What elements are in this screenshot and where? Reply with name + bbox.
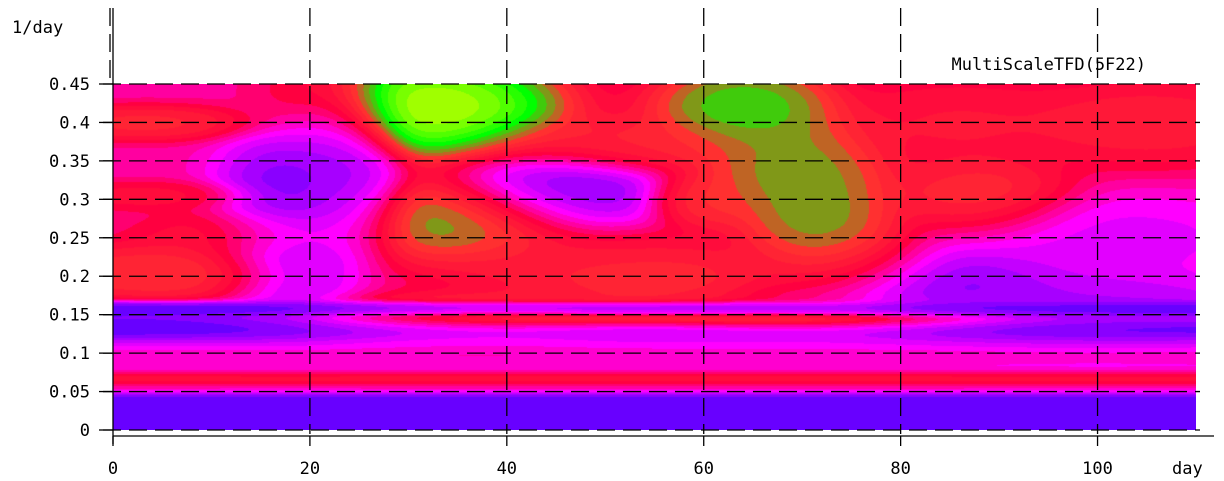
x-tick-label: 20 — [300, 459, 320, 479]
chart-title: MultiScaleTFD(5F22) — [952, 55, 1146, 75]
y-axis-label: 1/day — [12, 18, 63, 38]
x-tick-label: 80 — [890, 459, 910, 479]
heatmap-field — [113, 84, 1196, 430]
x-tick-label: 40 — [497, 459, 517, 479]
x-tick-label: 100 — [1082, 459, 1113, 479]
y-tick-label: 0.45 — [49, 75, 90, 95]
grid-lines — [103, 8, 1200, 434]
x-tick-label: 60 — [693, 459, 713, 479]
axes — [109, 8, 1214, 444]
y-tick-label: 0.05 — [49, 383, 90, 403]
x-axis-label: day — [1172, 459, 1203, 479]
y-tick-label: 0.3 — [59, 190, 90, 210]
y-tick-label: 0.15 — [49, 306, 90, 326]
y-tick-label: 0.4 — [59, 113, 90, 133]
y-tick-label: 0.25 — [49, 229, 90, 249]
x-tick-label: 0 — [108, 459, 118, 479]
y-tick-label: 0.35 — [49, 152, 90, 172]
tick-labels: 0 0.05 0.1 0.15 0.2 0.25 0.3 0.35 0.4 0.45 0 20 40 60… — [49, 75, 1113, 479]
y-tick-label: 0 — [80, 421, 90, 441]
y-tick-label: 0.1 — [59, 344, 90, 364]
y-tick-label: 0.2 — [59, 267, 90, 287]
